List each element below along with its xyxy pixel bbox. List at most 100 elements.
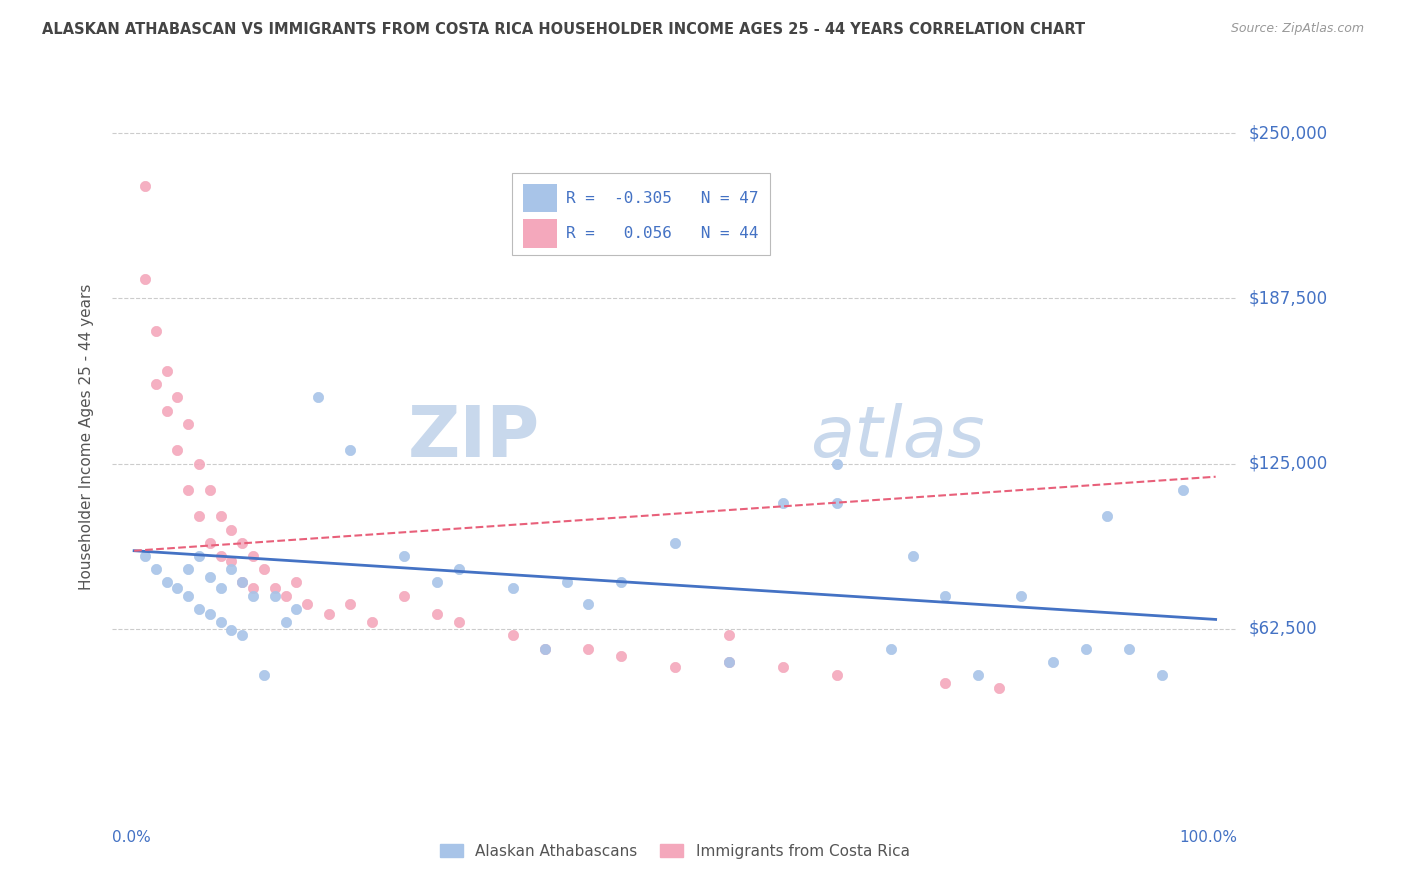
Point [209, 581, 232, 595]
Point [901, 549, 924, 563]
Point [145, 377, 167, 392]
Point [253, 668, 276, 682]
Point [198, 570, 221, 584]
Point [134, 549, 156, 563]
Point [177, 417, 200, 431]
Point [221, 523, 243, 537]
Point [339, 597, 361, 611]
Point [339, 443, 361, 458]
Point [717, 655, 740, 669]
Text: 100.0%: 100.0% [1180, 830, 1237, 845]
Point [1118, 641, 1140, 656]
Point [502, 581, 524, 595]
Point [231, 628, 253, 642]
Point [295, 597, 318, 611]
Point [221, 623, 243, 637]
Point [285, 575, 308, 590]
Point [166, 391, 188, 405]
Point [576, 597, 599, 611]
Point [177, 562, 200, 576]
Text: atlas: atlas [810, 402, 984, 472]
Point [610, 575, 633, 590]
Text: ALASKAN ATHABASCAN VS IMMIGRANTS FROM COSTA RICA HOUSEHOLDER INCOME AGES 25 - 44: ALASKAN ATHABASCAN VS IMMIGRANTS FROM CO… [42, 22, 1085, 37]
Text: ZIP: ZIP [408, 402, 540, 472]
Point [134, 179, 156, 194]
Point [188, 509, 211, 524]
Point [285, 602, 308, 616]
Point [188, 549, 211, 563]
Point [274, 615, 297, 629]
Point [209, 549, 232, 563]
Point [361, 615, 384, 629]
Text: $62,500: $62,500 [1249, 620, 1317, 638]
Point [231, 575, 253, 590]
Point [166, 443, 188, 458]
Point [555, 575, 578, 590]
Point [1173, 483, 1195, 497]
Point [717, 655, 740, 669]
Point [155, 403, 177, 417]
Point [534, 641, 557, 656]
Point [318, 607, 340, 622]
Text: $250,000: $250,000 [1249, 124, 1327, 142]
Point [242, 549, 264, 563]
Point [188, 602, 211, 616]
Point [177, 483, 200, 497]
Text: 0.0%: 0.0% [112, 830, 152, 845]
Point [576, 641, 599, 656]
Point [1010, 589, 1032, 603]
Point [988, 681, 1011, 695]
Point [209, 509, 232, 524]
Point [155, 575, 177, 590]
Bar [523, 219, 557, 248]
Point [221, 562, 243, 576]
FancyBboxPatch shape [512, 173, 770, 255]
Point [198, 483, 221, 497]
Point [934, 676, 956, 690]
Point [274, 589, 297, 603]
Point [221, 554, 243, 568]
Point [880, 641, 903, 656]
Y-axis label: Householder Income Ages 25 - 44 years: Householder Income Ages 25 - 44 years [79, 284, 94, 591]
Point [825, 668, 848, 682]
Legend: Alaskan Athabascans, Immigrants from Costa Rica: Alaskan Athabascans, Immigrants from Cos… [434, 838, 915, 864]
Point [664, 536, 686, 550]
Point [534, 641, 557, 656]
Point [717, 628, 740, 642]
Point [394, 589, 416, 603]
Point [145, 562, 167, 576]
Point [1042, 655, 1064, 669]
Point [426, 575, 449, 590]
Point [155, 364, 177, 378]
Point [772, 660, 794, 674]
Point [134, 271, 156, 285]
Point [1074, 641, 1097, 656]
Point [307, 391, 329, 405]
Point [242, 581, 264, 595]
Point [263, 581, 285, 595]
Point [772, 496, 794, 510]
Point [394, 549, 416, 563]
Point [177, 589, 200, 603]
Text: $125,000: $125,000 [1249, 455, 1327, 473]
Point [934, 589, 956, 603]
Point [825, 496, 848, 510]
Text: $187,500: $187,500 [1249, 289, 1327, 308]
Point [447, 562, 470, 576]
Point [447, 615, 470, 629]
Point [502, 628, 524, 642]
Text: R =  -0.305   N = 47: R = -0.305 N = 47 [565, 191, 758, 205]
Point [426, 607, 449, 622]
Point [198, 607, 221, 622]
Point [198, 536, 221, 550]
Point [231, 575, 253, 590]
Point [1150, 668, 1173, 682]
Point [231, 536, 253, 550]
Point [825, 457, 848, 471]
Point [188, 457, 211, 471]
Text: Source: ZipAtlas.com: Source: ZipAtlas.com [1230, 22, 1364, 36]
Bar [523, 184, 557, 212]
Point [145, 324, 167, 338]
Point [263, 589, 285, 603]
Point [966, 668, 988, 682]
